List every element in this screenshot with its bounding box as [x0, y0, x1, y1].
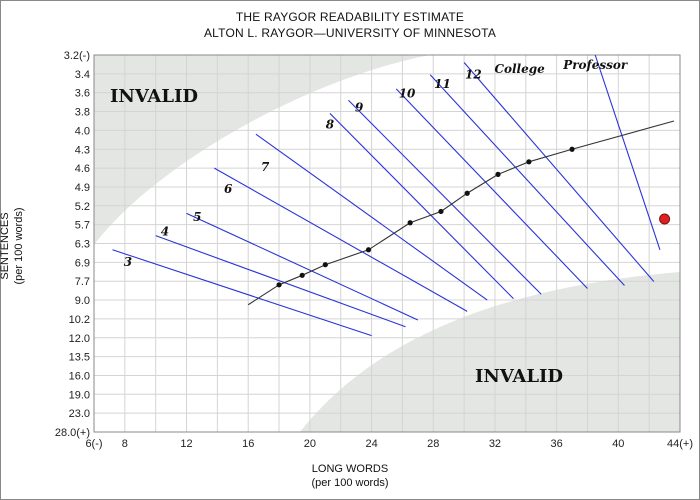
invalid-label-upper: INVALID — [110, 86, 198, 107]
y-axis-sublabel: (per 100 words) — [13, 207, 25, 285]
y-tick-label: 4.9 — [75, 182, 90, 194]
y-tick-label: 4.0 — [75, 125, 90, 137]
y-tick-label: 4.6 — [75, 163, 90, 175]
x-tick-label: 40 — [612, 438, 624, 450]
x-axis-sublabel: (per 100 words) — [311, 477, 389, 489]
grade-line — [112, 249, 372, 337]
grade-label: 8 — [326, 118, 335, 132]
y-tick-label: 16.0 — [69, 370, 90, 382]
curve-point — [569, 146, 575, 152]
y-tick-label: 3.8 — [75, 107, 90, 119]
invalid-region-upper — [94, 55, 430, 245]
curve-point — [407, 220, 413, 226]
grade-line — [255, 133, 488, 301]
x-tick-label: 24 — [365, 438, 377, 450]
curve-point — [438, 208, 444, 215]
grade-line — [594, 54, 661, 250]
y-tick-label: 5.2 — [75, 201, 90, 213]
x-tick-label: 44(+) — [667, 438, 693, 450]
x-tick-label: 32 — [489, 438, 501, 450]
plotted-point — [659, 213, 671, 225]
x-tick-label: 6(-) — [85, 438, 102, 450]
x-tick-label: 12 — [180, 438, 192, 450]
grade-label: 6 — [224, 182, 233, 196]
y-tick-label: 6.3 — [75, 239, 90, 251]
grade-line — [155, 235, 406, 328]
y-tick-label: 9.0 — [75, 295, 90, 307]
y-axis-label: SENTENCES — [0, 212, 11, 280]
grade-line — [348, 99, 542, 295]
grade-label: 10 — [399, 86, 416, 100]
y-tick-label: 19.0 — [69, 389, 90, 401]
y-axis-title: SENTENCES (per 100 words) — [0, 176, 28, 316]
curve-point — [526, 159, 532, 165]
curve-point — [495, 171, 501, 177]
y-tick-label: 3.6 — [75, 88, 90, 100]
grade-label: 7 — [261, 160, 270, 174]
y-tick-label: 28.0(+) — [55, 427, 90, 439]
grade-label: Professor — [562, 58, 629, 72]
y-tick-label: 5.7 — [75, 220, 90, 232]
grade-label: College — [494, 62, 545, 76]
x-tick-label: 20 — [304, 438, 316, 450]
grade-line — [395, 88, 588, 289]
grade-label: 11 — [434, 77, 451, 91]
y-tick-label: 7.7 — [75, 276, 90, 288]
grade-label: 12 — [465, 68, 482, 82]
x-tick-label: 16 — [242, 438, 254, 450]
grade-label: 5 — [193, 210, 201, 224]
y-tick-label: 12.0 — [69, 333, 90, 345]
grade-line — [186, 212, 419, 321]
y-tick-label: 13.5 — [69, 352, 90, 364]
x-tick-label: 36 — [551, 438, 563, 450]
curve-point — [276, 282, 282, 288]
y-tick-label: 10.2 — [69, 314, 90, 326]
y-tick-label: 4.3 — [75, 144, 90, 156]
y-tick-label: 6.9 — [75, 257, 90, 269]
x-axis-title: LONG WORDS (per 100 words) — [250, 462, 450, 490]
chart-title: THE RAYGOR READABILITY ESTIMATE — [235, 10, 465, 24]
curve-point — [464, 190, 470, 196]
curve-point — [365, 247, 372, 253]
grade-label: 3 — [124, 255, 132, 269]
grade-line — [214, 167, 468, 312]
grade-line — [329, 113, 514, 299]
grade-label: 9 — [355, 101, 364, 115]
x-tick-label: 8 — [122, 438, 128, 450]
invalid-region-lower — [300, 272, 680, 432]
y-tick-label: 3.2(-) — [64, 50, 90, 62]
x-axis-label: LONG WORDS — [311, 463, 389, 475]
grade-line — [429, 74, 625, 286]
grade-label: 4 — [161, 225, 169, 239]
invalid-label-lower: INVALID — [475, 366, 563, 387]
plot-border — [93, 54, 681, 433]
y-tick-label: 3.4 — [75, 69, 90, 81]
grade-curve — [247, 120, 675, 306]
x-tick-label: 28 — [427, 438, 439, 450]
chart-subtitle: ALTON L. RAYGOR—UNIVERSITY OF MINNESOTA — [203, 26, 497, 40]
curve-point — [299, 272, 305, 278]
grade-line — [463, 62, 655, 282]
curve-point — [322, 262, 328, 268]
y-tick-label: 23.0 — [69, 408, 90, 420]
